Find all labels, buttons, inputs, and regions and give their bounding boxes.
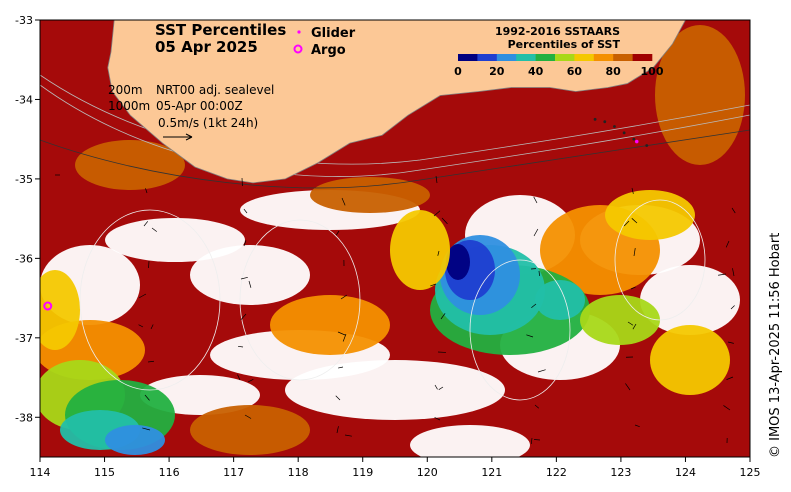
colorbar-swatch [574,54,595,61]
glider-position [632,137,636,141]
colorbar-tick-label: 20 [489,65,505,78]
credit-text: © IMOS 13-Apr-2025 11:56 Hobart [768,232,783,458]
map-frame [39,19,751,458]
lon-tick-label: 122 [546,466,567,479]
glider-legend-icon [297,30,301,34]
lon-tick-label: 115 [94,466,115,479]
colorbar-tick-label: 60 [567,65,583,78]
glider-position [622,131,626,135]
lon-tick-label: 114 [30,466,51,479]
lat-tick-label: -37 [15,332,33,345]
bathymetry-contours [40,74,750,401]
glider-position [593,117,597,121]
current-vectors [55,174,736,444]
colorbar-tick-label: 0 [454,65,462,78]
colorbar: 0 20 40 60 80 100 [454,54,664,78]
glider-legend-label: Glider [311,26,356,41]
current-scale-label: 0.5m/s (1kt 24h) [158,116,258,130]
sealevel-source: NRT00 adj. sealevel [156,83,274,97]
colorbar-swatch [535,54,556,61]
lon-tick-label: 117 [223,466,244,479]
glider-position [603,120,607,124]
lon-tick-label: 125 [740,466,761,479]
colorbar-swatch [613,54,633,61]
lat-tick-label: -34 [15,93,33,106]
lon-tick-label: 119 [352,466,373,479]
glider-marker [634,139,639,144]
colorbar-swatch [632,54,653,61]
colorbar-swatch [516,54,536,61]
colorbar-subtitle: Percentiles of SST [508,38,621,51]
lon-tick-label: 116 [159,466,180,479]
colorbar-swatch [593,54,614,61]
argo-floats [43,301,53,311]
colorbar-tick-label: 40 [528,65,544,78]
lon-tick-label: 118 [288,466,309,479]
colorbar-tick-label: 100 [641,65,664,78]
lon-tick-label: 120 [417,466,438,479]
colorbar-tick-label: 80 [606,65,622,78]
map-date: 05 Apr 2025 [155,38,258,56]
colorbar-swatch [496,54,517,61]
colorbar-swatch [477,54,498,61]
glider-position [645,144,649,147]
lat-tick-label: -35 [15,173,33,186]
longitude-axis: 114 115 116 117 118 119 120 121 122 123 124 125 [30,457,761,479]
lat-tick-label: -33 [15,14,33,27]
glider-position [613,125,616,128]
lon-tick-label: 123 [610,466,631,479]
map-title: SST Percentiles [155,21,286,39]
lon-tick-label: 124 [675,466,696,479]
colorbar-swatch [555,54,575,61]
glider-track [593,117,649,147]
current-scale-arrow [163,133,193,141]
colorbar-title: 1992-2016 SSTAARS [495,25,620,38]
argo-float [43,301,53,311]
colorbar-swatch [458,54,478,61]
latitude-axis: -33 -34 -35 -36 -37 -38 [15,14,40,424]
lat-tick-label: -36 [15,252,33,265]
argo-legend-icon [293,44,303,54]
contour-label-1000: 1000m [108,99,150,113]
sealevel-time: 05-Apr 00:00Z [156,99,243,113]
argo-legend-label: Argo [311,43,346,58]
lon-tick-label: 121 [481,466,502,479]
contour-label-200: 200m [108,83,143,97]
lat-tick-label: -38 [15,411,33,424]
